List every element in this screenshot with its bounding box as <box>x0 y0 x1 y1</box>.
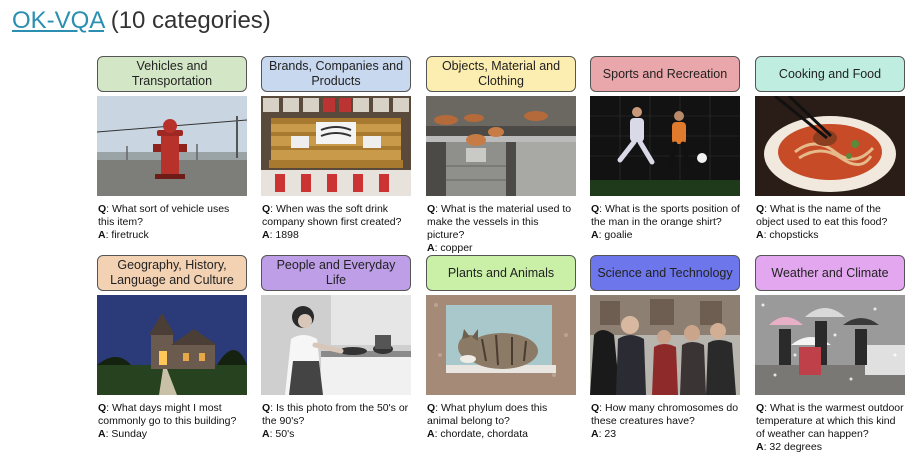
answer: A: chordate, chordata <box>427 428 528 440</box>
category-label: Plants and Animals <box>426 255 576 291</box>
category-card-sports: Sports and Recreation Q: What is the spo… <box>590 56 740 242</box>
category-label: Geography, History, Language and Culture <box>97 255 247 291</box>
category-label: Weather and Climate <box>755 255 905 291</box>
answer: A: 23 <box>591 428 617 440</box>
qa-text: Q: What phylum does this animal belong t… <box>426 402 576 441</box>
category-label: Brands, Companies and Products <box>261 56 411 92</box>
category-label: Sports and Recreation <box>590 56 740 92</box>
question: Q: How many chromosomes do these creatur… <box>591 402 739 427</box>
qa-text: Q: What is the sports position of the ma… <box>590 203 740 242</box>
category-card-brands: Brands, Companies and Products Q: When w… <box>261 56 411 242</box>
ok-vqa-link[interactable]: OK-VQA <box>12 7 105 34</box>
category-label: Vehicles and Transportation <box>97 56 247 92</box>
category-card-vehicles: Vehicles and Transportation Q: What sort… <box>97 56 247 242</box>
title-suffix: (10 categories) <box>104 7 271 34</box>
page-title: OK-VQA (10 categories) <box>12 6 271 36</box>
photo-people-crowd <box>590 295 740 395</box>
qa-text: Q: What is the material used to make the… <box>426 203 576 255</box>
photo-church <box>97 295 247 395</box>
category-card-people: People and Everyday Life Q: Is this phot… <box>261 255 411 441</box>
category-card-weather: Weather and Climate Q: What is the warme… <box>755 255 905 454</box>
question: Q: When was the soft drink company shown… <box>262 203 402 228</box>
category-label: Objects, Material and Clothing <box>426 56 576 92</box>
qa-text: Q: When was the soft drink company shown… <box>261 203 411 242</box>
answer: A: 32 degrees <box>756 441 822 453</box>
answer: A: chopsticks <box>756 229 819 241</box>
answer: A: 1898 <box>262 229 299 241</box>
question: Q: What is the sports position of the ma… <box>591 203 740 228</box>
category-label: Science and Technology <box>590 255 740 291</box>
photo-snow-umbrellas <box>755 295 905 395</box>
question: Q: What is the warmest outdoor temperatu… <box>756 402 904 440</box>
category-card-geography: Geography, History, Language and Culture… <box>97 255 247 441</box>
answer: A: Sunday <box>98 428 148 440</box>
category-label: People and Everyday Life <box>261 255 411 291</box>
qa-text: Q: What days might I most commonly go to… <box>97 402 247 441</box>
photo-firehydrant <box>97 96 247 196</box>
category-card-plants: Plants and Animals Q: What phylum does t… <box>426 255 576 441</box>
question: Q: What phylum does this animal belong t… <box>427 402 548 427</box>
photo-kitchen <box>426 96 576 196</box>
answer: A: firetruck <box>98 229 149 241</box>
qa-text: Q: Is this photo from the 50's or the 90… <box>261 402 411 441</box>
question: Q: What is the material used to make the… <box>427 203 572 241</box>
question: Q: Is this photo from the 50's or the 90… <box>262 402 409 427</box>
qa-text: Q: How many chromosomes do these creatur… <box>590 402 740 441</box>
category-card-objects: Objects, Material and Clothing Q: What i… <box>426 56 576 255</box>
category-label: Cooking and Food <box>755 56 905 92</box>
photo-noodles <box>755 96 905 196</box>
category-card-science: Science and Technology Q: How many chrom… <box>590 255 740 441</box>
qa-text: Q: What sort of vehicle uses this item? … <box>97 203 247 242</box>
answer: A: 50's <box>262 428 295 440</box>
qa-text: Q: What is the name of the object used t… <box>755 203 905 242</box>
answer: A: goalie <box>591 229 633 241</box>
qa-text: Q: What is the warmest outdoor temperatu… <box>755 402 905 454</box>
photo-soccer <box>590 96 740 196</box>
photo-cat <box>426 295 576 395</box>
photo-woman-cooking <box>261 295 411 395</box>
photo-bench <box>261 96 411 196</box>
category-card-cooking: Cooking and Food Q: What is the name of … <box>755 56 905 242</box>
answer: A: copper <box>427 242 473 254</box>
question: Q: What sort of vehicle uses this item? <box>98 203 230 228</box>
question: Q: What days might I most commonly go to… <box>98 402 237 427</box>
question: Q: What is the name of the object used t… <box>756 203 888 228</box>
